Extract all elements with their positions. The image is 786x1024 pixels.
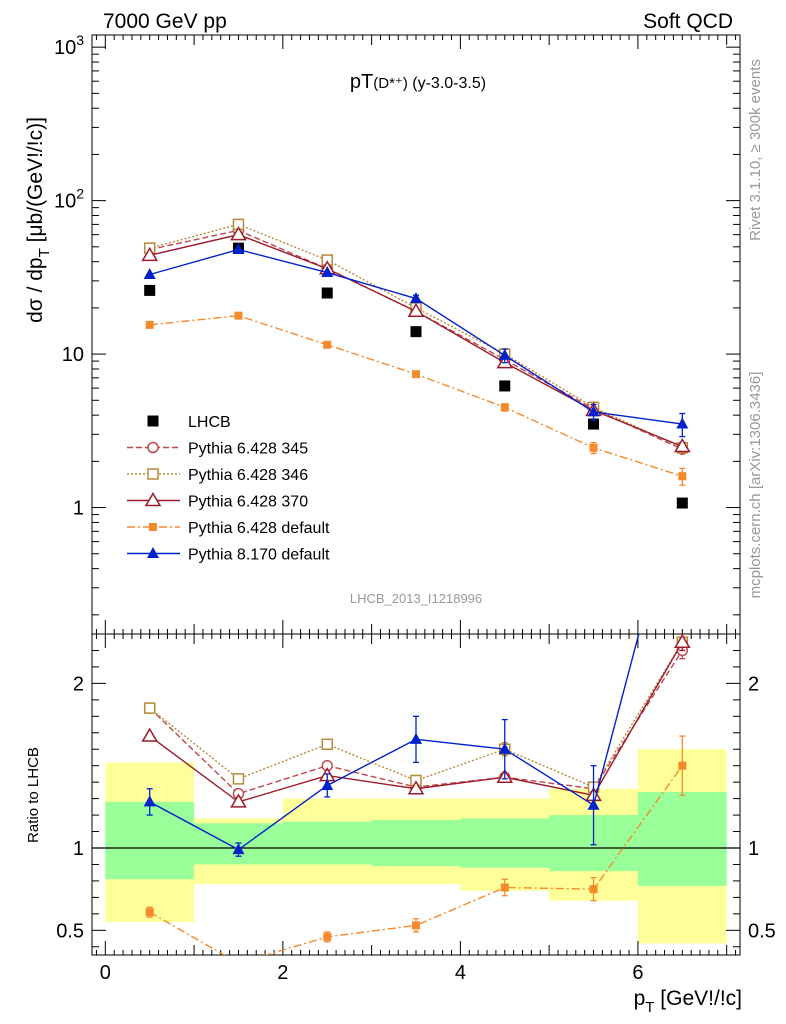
y-axis-label: dσ / dpT [μb/(GeV!/!c)] xyxy=(24,117,53,323)
y-tick-label-left: 0.5 xyxy=(56,920,84,942)
main-point-p8def xyxy=(321,266,334,278)
plot-title: pT(D*⁺) (y-3.0-3.5) xyxy=(350,71,486,93)
ratio-point-p8def xyxy=(410,732,422,744)
mcplots-label: mcplots.cern.ch [arXiv:1306.3436] xyxy=(747,372,764,599)
main-point-p8def xyxy=(498,348,511,360)
ratio-point-p8def xyxy=(321,778,334,790)
x-tick-label: 6 xyxy=(632,962,643,984)
legend-label-p370: Pythia 6.428 370 xyxy=(188,494,308,511)
main-point-p6def xyxy=(145,320,154,329)
main-point-p6def xyxy=(678,472,687,481)
main-point-p8def xyxy=(587,405,600,417)
band-green-3 xyxy=(371,820,461,867)
legend-marker-p346 xyxy=(147,468,159,480)
ratio-point-p346 xyxy=(232,773,245,785)
ratio-point-p6def xyxy=(323,932,332,941)
main-point-p370 xyxy=(407,302,425,318)
band-green-6 xyxy=(637,792,727,886)
axis-labels: 0 2 4 6 1 10 102 103 0.5 0.5 1 1 2 2 dσ / dpT [μb/(GeV… xyxy=(24,32,776,1016)
x-tick-label: 2 xyxy=(277,962,288,984)
main-point-LHCB xyxy=(499,380,511,392)
header-left: 7000 GeV pp xyxy=(103,10,227,33)
main-point-p8def xyxy=(676,417,689,429)
x-tick-label: 0 xyxy=(100,962,111,984)
main-point-p8def xyxy=(232,243,245,255)
ratio-point-p8def xyxy=(143,795,156,807)
legend-label-p8def: Pythia 8.170 default xyxy=(188,547,330,564)
rivet-label: Rivet 3.1.10, ≥ 300k events xyxy=(747,59,764,241)
legend-label-p346: Pythia 6.428 346 xyxy=(188,467,308,484)
y-tick-label-left: 1 xyxy=(73,838,84,860)
main-point-p6def xyxy=(323,340,332,349)
ratio-point-p6def xyxy=(412,921,420,930)
main-point-p6def xyxy=(589,443,598,452)
y-tick-label-right: 2 xyxy=(748,673,759,695)
main-point-p6def xyxy=(412,370,420,379)
main-point-p370 xyxy=(141,246,159,262)
analysis-label: LHCB_2013_I1218996 xyxy=(350,591,482,606)
band-green-2 xyxy=(282,821,372,865)
ratio-point-p6def xyxy=(589,885,598,894)
ratio-series-line-p346 xyxy=(149,641,683,788)
ratio-point-p8def xyxy=(587,798,600,810)
main-point-LHCB xyxy=(144,284,156,296)
main-point-p8def xyxy=(410,292,422,304)
main-point-p6def xyxy=(500,403,509,412)
main-point-LHCB xyxy=(410,326,422,338)
legend-label-p6def: Pythia 6.428 default xyxy=(188,520,330,537)
main-panel-series xyxy=(141,218,691,509)
main-point-LHCB xyxy=(321,287,333,299)
ratio-y-axis-label: Ratio to LHCB xyxy=(25,747,42,843)
main-point-p8def xyxy=(143,268,156,280)
legend-marker-p370 xyxy=(144,492,162,507)
ratio-panel-series xyxy=(141,634,691,967)
ratio-point-p8def xyxy=(498,742,511,754)
legend-marker-p8def xyxy=(147,547,159,558)
legend-label-p345: Pythia 6.428 345 xyxy=(188,441,308,458)
main-point-LHCB xyxy=(676,497,688,509)
y-tick-label: 103 xyxy=(54,32,84,59)
ratio-point-p370 xyxy=(141,727,159,742)
ratio-point-p8def xyxy=(232,843,245,855)
ratio-point-p6def xyxy=(500,883,509,892)
x-axis-label: pT [GeV!/!c] xyxy=(634,987,742,1016)
legend-marker-LHCB xyxy=(147,415,159,427)
ratio-point-p346 xyxy=(143,702,156,714)
main-point-p6def xyxy=(234,311,243,320)
ratio-point-p346 xyxy=(321,738,333,751)
y-tick-label-right: 1 xyxy=(748,838,759,860)
ratio-point-p370 xyxy=(673,634,691,648)
legend: LHCB Pythia 6.428 345 Pythia 6.428 346 Pyth… xyxy=(127,414,330,564)
y-tick-label: 10 xyxy=(62,344,84,366)
ratio-point-p6def xyxy=(234,959,242,967)
axis-ticks xyxy=(92,35,740,955)
y-tick-label: 1 xyxy=(73,498,84,520)
band-green-4 xyxy=(460,818,550,868)
legend-label-LHCB: LHCB xyxy=(188,414,231,431)
ratio-point-p6def xyxy=(145,908,154,917)
y-tick-label-right: 0.5 xyxy=(748,920,776,942)
y-tick-label: 102 xyxy=(54,186,84,213)
main-point-p370 xyxy=(673,437,691,453)
header-right: Soft QCD xyxy=(643,10,733,33)
legend-marker-p6def xyxy=(149,523,157,531)
y-tick-label-left: 2 xyxy=(73,673,84,695)
legend-marker-p345 xyxy=(147,441,159,454)
ratio-uncertainty-bands xyxy=(92,749,740,944)
ratio-point-p370 xyxy=(230,793,247,808)
ratio-point-p6def xyxy=(678,761,687,770)
main-point-p370 xyxy=(230,226,247,241)
x-tick-label: 4 xyxy=(455,962,466,984)
main-point-LHCB xyxy=(588,418,600,430)
ratio-point-p370 xyxy=(407,780,425,795)
